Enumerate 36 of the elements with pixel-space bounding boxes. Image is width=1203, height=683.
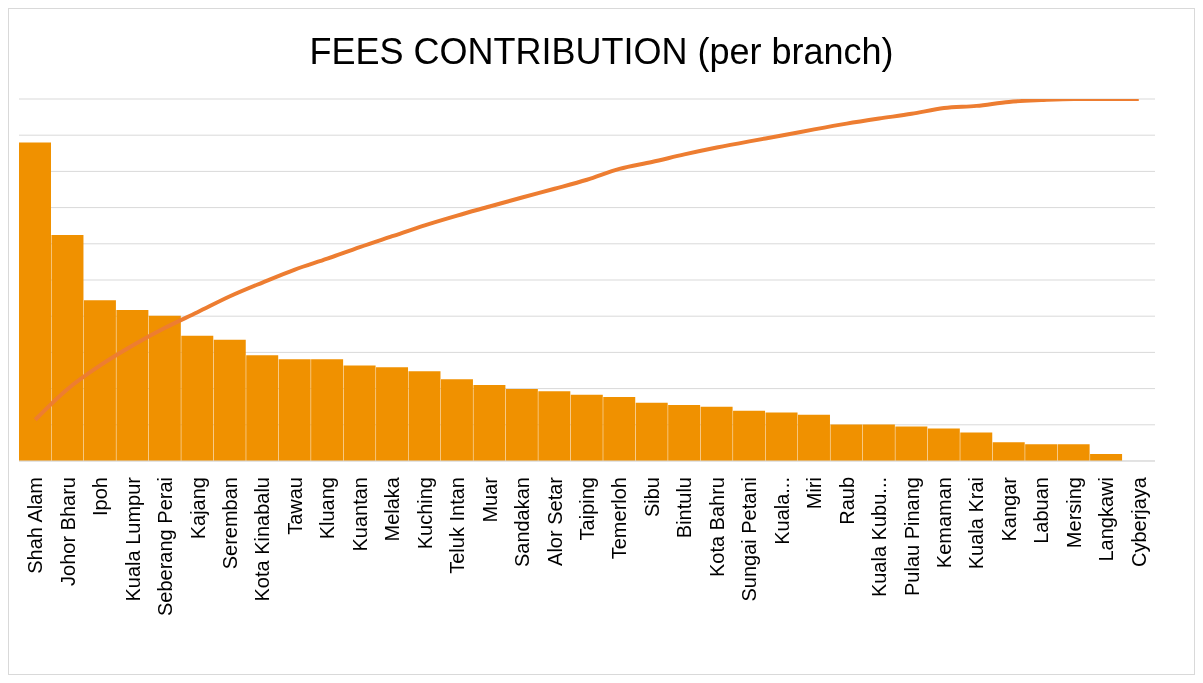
x-tick-label: Alor Setar: [543, 476, 566, 566]
x-tick-label: Johor Bharu: [56, 477, 79, 586]
x-tick-label: Taiping: [576, 477, 598, 541]
x-tick-label: Miri: [803, 477, 826, 510]
x-tick-label: Shah Alam: [24, 477, 47, 574]
x-tick-label: Melaka: [381, 476, 404, 542]
x-tick-label: Kemaman: [933, 477, 956, 569]
x-tick-label: Langkawi: [1095, 477, 1118, 562]
x-tick-label: Kuantan: [348, 477, 371, 552]
x-tick-label: Seberang Perai: [154, 477, 177, 616]
x-tick-label: Kajang: [186, 477, 209, 540]
x-tick-label: Kuala Kubu...: [868, 477, 891, 598]
x-tick-label: Kluang: [316, 477, 339, 540]
x-tick-label: Kangar: [997, 476, 1020, 542]
x-tick-label: Mersing: [1062, 477, 1085, 549]
x-tick-label: Raub: [835, 477, 858, 525]
x-tick-label: Teluk Intan: [446, 477, 469, 574]
x-tick-label: Kota Bahru: [705, 477, 728, 578]
x-tick-label: Temerloh: [608, 477, 631, 560]
x-tick-label: Kuching: [413, 477, 436, 550]
x-tick-label: Tawau: [283, 477, 306, 535]
x-tick-label: Kota Kinabalu: [251, 477, 274, 602]
x-tick-label: Muar: [478, 476, 501, 523]
x-tick-label: Seremban: [218, 477, 241, 570]
chart-title: FEES CONTRIBUTION (per branch): [308, 30, 895, 74]
x-tick-label: Kuala...: [770, 477, 793, 545]
x-tick-label: Sungai Petani: [738, 477, 761, 602]
x-tick-label: Ipoh: [89, 477, 112, 516]
x-tick-label: Kuala Krai: [965, 477, 988, 570]
x-tick-label: Cyberjaya: [1127, 476, 1150, 568]
x-tick-label: Sibu: [640, 477, 663, 518]
x-tick-label: Pulau Pinang: [900, 477, 923, 596]
x-tick-label: Bintulu: [673, 477, 696, 539]
x-tick-label: Labuan: [1030, 477, 1053, 544]
x-tick-label: Sandakan: [511, 477, 534, 568]
x-tick-label: Kuala Lumpur: [121, 476, 144, 602]
